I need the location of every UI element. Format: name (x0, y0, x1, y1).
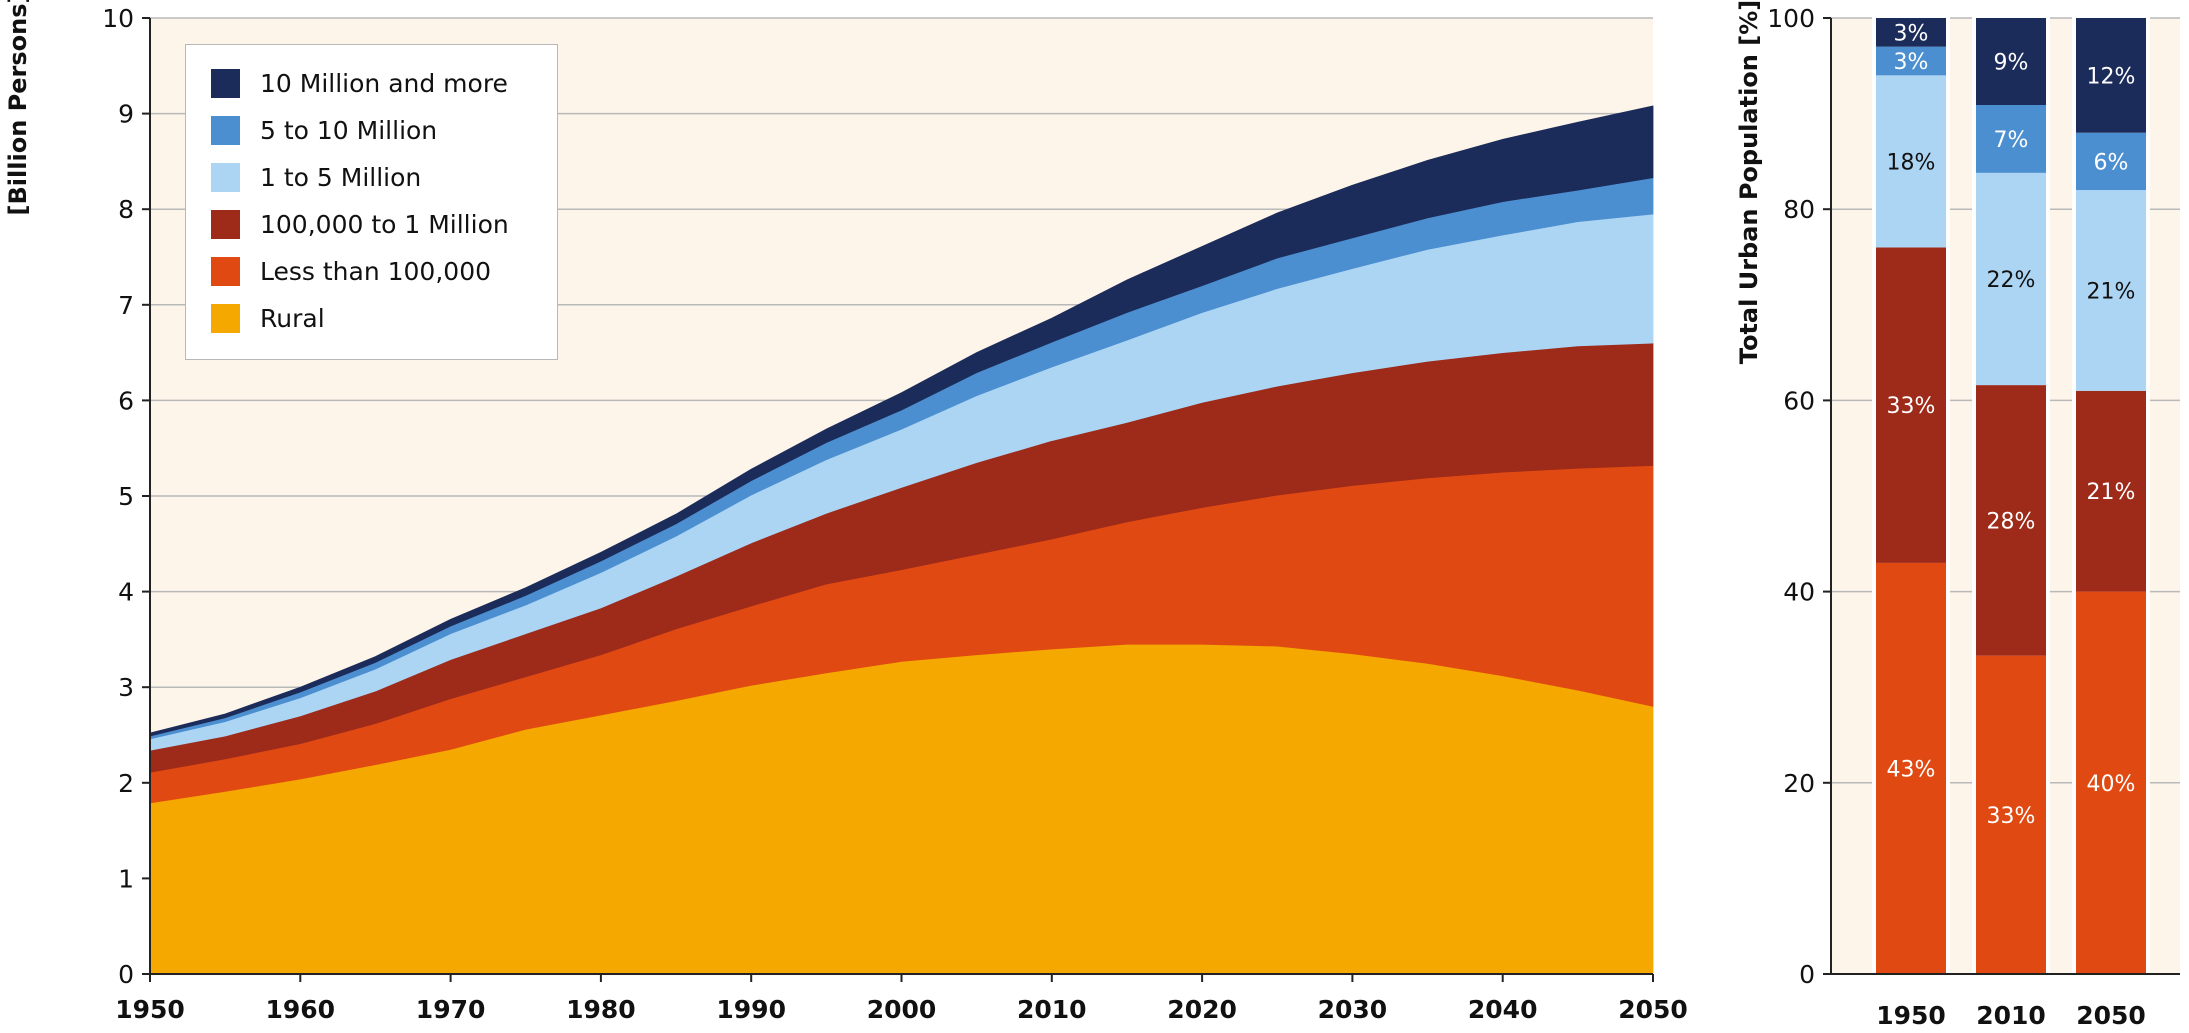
data-label: 33% (1887, 394, 1936, 419)
y-tick-label: 6 (118, 386, 134, 415)
y-tick-label: 3 (118, 673, 134, 702)
legend-swatch (211, 115, 240, 145)
x-tick-label: 2010 (1976, 1001, 2046, 1030)
legend-swatch (211, 256, 240, 286)
legend-label: 5 to 10 Million (260, 115, 438, 145)
x-tick-label: 2040 (1468, 995, 1538, 1024)
area-chart: 0 1 2 3 4 5 6 7 8 9 10 1950 1960 1970 1980 1990 2000 2010… (4, 0, 1688, 1024)
data-label: 3% (1894, 50, 1929, 75)
legend-item: Rural (211, 303, 325, 333)
y-axis-label: [Billion Persons] (4, 0, 32, 215)
legend-swatch (211, 68, 240, 98)
legend-swatch (211, 209, 240, 239)
y-tick-label: 10 (102, 4, 134, 33)
bar-segment (2076, 591, 2146, 974)
y-tick-label: 8 (118, 195, 134, 224)
bar-segment (1976, 385, 2046, 656)
y-tick-label: 4 (118, 578, 134, 607)
y-tick-label: 0 (1799, 960, 1815, 989)
legend-item: 10 Million and more (211, 68, 508, 98)
bar-segment (1876, 46, 1946, 76)
bar-segment (1976, 18, 2046, 105)
y-tick-label: 40 (1783, 578, 1815, 607)
bar-segment (1876, 75, 1946, 248)
data-label: 21% (2087, 480, 2136, 505)
data-label: 40% (2087, 772, 2136, 797)
data-label: 9% (1994, 50, 2029, 75)
data-label: 18% (1887, 150, 1936, 175)
y-tick-label: 7 (118, 291, 134, 320)
y-tick-label: 9 (118, 100, 134, 129)
y-tick-label: 5 (118, 482, 134, 511)
x-tick-label: 2050 (1618, 995, 1688, 1024)
data-label: 7% (1994, 128, 2029, 153)
x-tick-label: 1980 (566, 995, 636, 1024)
data-label: 22% (1987, 268, 2036, 293)
bar-chart: 43% 33% 18% 3% 3% 1950 33% 28% 22% 7% 9% 2010 40% 21%… (1735, 0, 2180, 1030)
y-axis-label: Total Urban Population [%] (1735, 0, 1763, 364)
x-tick-label: 1990 (716, 995, 786, 1024)
bar-segment (1876, 18, 1946, 47)
bar-segment (1976, 172, 2046, 386)
legend-item: Less than 100,000 (211, 256, 491, 286)
x-tick-label: 1970 (416, 995, 486, 1024)
data-label: 28% (1987, 509, 2036, 534)
x-tick-label: 1950 (115, 995, 185, 1024)
x-tick-label: 2000 (867, 995, 937, 1024)
x-tick-label: 1960 (266, 995, 336, 1024)
x-tick-label: 2010 (1017, 995, 1087, 1024)
bar-segment (2076, 132, 2146, 191)
data-label: 6% (2094, 150, 2129, 175)
legend-label: Rural (260, 303, 325, 333)
y-tick-label: 1 (118, 864, 134, 893)
y-tick-label: 100 (1767, 4, 1815, 33)
legend-label: 100,000 to 1 Million (260, 209, 509, 239)
x-tick-label: 1950 (1876, 1001, 1946, 1030)
bar-segment (1976, 104, 2046, 173)
legend-item: 5 to 10 Million (211, 115, 437, 145)
bar-segment (2076, 18, 2146, 133)
bar-segment (2076, 390, 2146, 592)
legend-label: 1 to 5 Million (260, 162, 422, 192)
bar-segment (1976, 655, 2046, 974)
bar-segment (2076, 190, 2146, 391)
legend: 10 Million and more 5 to 10 Million 1 to… (185, 44, 558, 360)
data-label: 12% (2087, 64, 2136, 89)
bar-segment (1876, 247, 1946, 563)
y-tick-label: 20 (1783, 769, 1815, 798)
data-label: 33% (1987, 804, 2036, 829)
y-tick-label: 60 (1783, 386, 1815, 415)
y-tick-label: 80 (1783, 195, 1815, 224)
y-tick-label: 2 (118, 769, 134, 798)
area-series (149, 105, 1654, 737)
legend-item: 1 to 5 Million (211, 162, 421, 192)
legend-label: Less than 100,000 (260, 256, 492, 286)
x-tick-label: 2020 (1167, 995, 1237, 1024)
x-tick-label: 2030 (1318, 995, 1388, 1024)
legend-label: 10 Million and more (260, 68, 508, 98)
data-label: 21% (2087, 279, 2136, 304)
legend-swatch (211, 303, 240, 333)
y-tick-label: 0 (118, 960, 134, 989)
bar-segment (1876, 562, 1946, 974)
legend-item: 100,000 to 1 Million (211, 209, 509, 239)
legend-swatch (211, 162, 240, 192)
data-label: 43% (1887, 757, 1936, 782)
x-tick-label: 2050 (2076, 1001, 2146, 1030)
data-label: 3% (1894, 21, 1929, 46)
